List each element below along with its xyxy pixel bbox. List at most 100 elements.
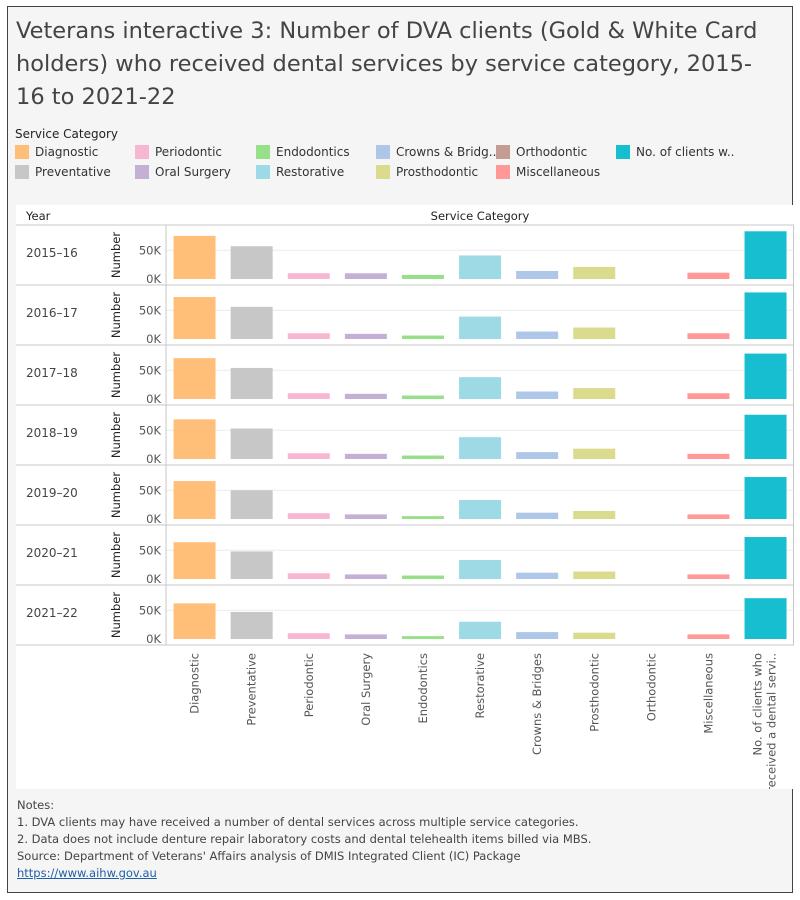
notes: Notes: 1. DVA clients may have received …	[17, 797, 777, 882]
y-axis-title: Number	[109, 592, 123, 638]
bar	[173, 603, 216, 639]
bar	[230, 611, 273, 639]
bar	[573, 388, 616, 399]
note-line-2: 2. Data does not include denture repair …	[17, 832, 592, 846]
legend-label: No. of clients w..	[636, 145, 735, 159]
bar	[287, 393, 330, 399]
note-line-1: 1. DVA clients may have received a numbe…	[17, 815, 579, 829]
legend-label: Oral Surgery	[155, 165, 231, 179]
bar	[401, 636, 444, 639]
bar	[573, 632, 616, 639]
bar	[287, 513, 330, 519]
bar	[401, 455, 444, 459]
x-tick-label: Periodontic	[302, 653, 316, 717]
bar	[401, 516, 444, 519]
legend-swatch	[376, 165, 390, 179]
legend-swatch	[135, 145, 149, 159]
bar	[287, 633, 330, 639]
bar	[744, 477, 787, 519]
bar	[344, 333, 387, 339]
x-tick-label: No. of clients whoreceived a dental serv…	[751, 653, 779, 789]
bar	[459, 377, 502, 399]
y-tick-label: 0K	[146, 572, 161, 586]
x-tick-label: Orthodontic	[644, 653, 658, 721]
bar	[573, 571, 616, 579]
legend-swatch	[496, 145, 510, 159]
y-tick-label: 0K	[146, 452, 161, 466]
legend-swatch	[15, 145, 29, 159]
bar	[459, 560, 502, 579]
legend-swatch	[616, 145, 630, 159]
y-axis-title: Number	[109, 472, 123, 518]
bar	[230, 428, 273, 459]
y-tick-label: 50K	[139, 303, 162, 317]
chart-area: Year Service Category 2015–16 Number 50K 0K 20…	[16, 205, 794, 789]
bar	[573, 510, 616, 519]
y-tick-label: 0K	[146, 392, 161, 406]
y-axis-title: Number	[109, 352, 123, 398]
bar	[287, 333, 330, 339]
bar	[344, 574, 387, 579]
bar	[744, 353, 787, 399]
bar	[687, 634, 730, 639]
aihw-link[interactable]: https://www.aihw.gov.au	[17, 866, 157, 880]
x-tick-label: Oral Surgery	[359, 653, 373, 726]
bar	[173, 235, 216, 279]
bar	[459, 316, 502, 339]
legend-label: Diagnostic	[35, 145, 99, 159]
legend-label: Restorative	[276, 165, 345, 179]
y-tick-label: 0K	[146, 332, 161, 346]
bar	[687, 514, 730, 519]
bar	[344, 514, 387, 519]
bar	[516, 270, 559, 279]
y-axis-title: Number	[109, 232, 123, 278]
bar	[230, 306, 273, 339]
bar	[344, 453, 387, 459]
legend-title: Service Category	[15, 127, 118, 141]
bar	[573, 327, 616, 339]
bar	[173, 358, 216, 399]
y-tick-label: 50K	[139, 363, 162, 377]
bar	[344, 393, 387, 399]
y-axis-title: Number	[109, 292, 123, 338]
page-title: Veterans interactive 3: Number of DVA cl…	[16, 18, 758, 110]
x-tick-label: Miscellaneous	[701, 653, 715, 734]
y-tick-label: 50K	[139, 543, 162, 557]
bar	[516, 632, 559, 639]
row-label: 2018–19	[26, 426, 78, 440]
bar	[173, 542, 216, 579]
row-label: 2015–16	[26, 246, 78, 260]
bar	[573, 448, 616, 459]
legend-label: Miscellaneous	[516, 165, 601, 179]
bar	[744, 414, 787, 459]
row-header: Year	[25, 209, 51, 223]
bar	[744, 231, 787, 279]
bar	[401, 274, 444, 279]
y-tick-label: 50K	[139, 243, 162, 257]
bar	[173, 419, 216, 459]
bar	[516, 391, 559, 399]
bar	[401, 575, 444, 579]
bar	[230, 246, 273, 279]
bar	[173, 481, 216, 519]
bar	[687, 333, 730, 339]
bar	[287, 453, 330, 459]
bar	[744, 292, 787, 339]
bar	[744, 598, 787, 639]
bar	[287, 573, 330, 579]
y-tick-label: 0K	[146, 272, 161, 286]
legend-label: Preventative	[35, 165, 111, 179]
bar	[516, 572, 559, 579]
x-tick-label: Endodontics	[416, 653, 430, 724]
bar	[459, 500, 502, 519]
legend-swatch	[376, 145, 390, 159]
y-axis-title: Number	[109, 532, 123, 578]
row-label: 2020–21	[26, 546, 78, 560]
viz-frame: Veterans interactive 3: Number of DVA cl…	[7, 6, 794, 893]
bar-chart: Year Service Category 2015–16 Number 50K 0K 20…	[16, 209, 794, 789]
x-tick-label: Preventative	[245, 653, 259, 726]
bar	[287, 273, 330, 279]
bar	[744, 537, 787, 579]
bar	[401, 395, 444, 399]
y-tick-label: 50K	[139, 603, 162, 617]
